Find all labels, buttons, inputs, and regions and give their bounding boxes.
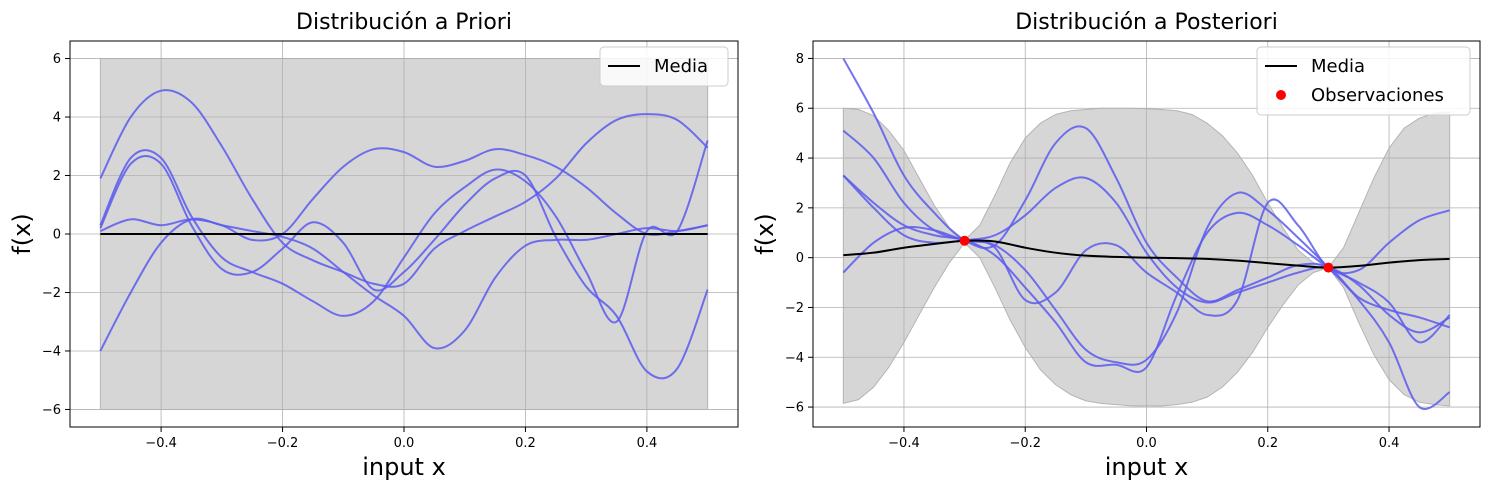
y-axis-label: f(x) <box>8 213 36 254</box>
sample-line-3 <box>99 140 709 324</box>
y-tick-label: 2 <box>796 201 804 216</box>
legend-label: Media <box>654 56 708 77</box>
y-tick-label: 0 <box>796 251 804 266</box>
x-tick-label: 0.0 <box>394 436 415 451</box>
legend: Media Observaciones <box>1256 46 1471 116</box>
sample-line-1 <box>99 89 709 288</box>
legend-box <box>599 46 729 87</box>
y-tick-label: 6 <box>796 102 804 117</box>
x-tick-label: 0.4 <box>1379 436 1400 451</box>
x-tick-label: −0.2 <box>1009 436 1041 451</box>
y-tick-label: −6 <box>42 403 61 418</box>
legend-point-swatch <box>1276 90 1286 100</box>
y-tick-label: 4 <box>796 152 804 167</box>
sample-line-5 <box>842 174 1451 373</box>
sample-line-2 <box>842 129 1450 317</box>
y-tick-label: −2 <box>42 286 61 301</box>
y-tick-label: 8 <box>796 52 804 67</box>
plot-area <box>813 41 1480 427</box>
prior-panel: −0.4 −0.2 0.0 0.2 0.4 −6 −4 −2 0 2 4 6 Distribución … <box>8 10 739 481</box>
legend-label: Media <box>1311 56 1365 77</box>
x-tick-label: 0.4 <box>637 436 658 451</box>
mean-line <box>843 239 1450 269</box>
x-tick-label: −0.4 <box>145 436 177 451</box>
y-tick-label: −6 <box>785 401 804 416</box>
y-tick-label: 0 <box>53 228 61 243</box>
legend: Media <box>599 46 729 87</box>
posterior-panel: −0.4 −0.2 0.0 0.2 0.4 −6 −4 −2 0 2 4 6 8 Distribución… <box>751 10 1481 481</box>
x-axis-label: input x <box>362 453 446 481</box>
x-tick-label: 0.2 <box>515 436 536 451</box>
y-tick-label: −2 <box>785 301 804 316</box>
x-tick-label: 0.0 <box>1136 436 1157 451</box>
y-tick-label: 4 <box>53 111 61 126</box>
chart-title: Distribución a Priori <box>296 10 512 35</box>
chart-title: Distribución a Posteriori <box>1015 10 1278 35</box>
x-tick-label: −0.4 <box>888 436 920 451</box>
y-tick-label: 2 <box>53 169 61 184</box>
x-tick-label: −0.2 <box>267 436 299 451</box>
x-axis-label: input x <box>1105 453 1189 481</box>
observation-point <box>959 235 970 246</box>
x-tick-label: 0.2 <box>1257 436 1278 451</box>
observation-point <box>1323 262 1334 273</box>
sample-line-5 <box>99 147 708 242</box>
y-tick-label: 6 <box>53 52 61 67</box>
y-tick-label: −4 <box>42 344 61 359</box>
legend-label: Observaciones <box>1311 85 1444 106</box>
plot-area <box>70 41 738 427</box>
legend-box <box>1256 46 1471 116</box>
y-tick-label: −4 <box>785 351 804 366</box>
y-axis-label: f(x) <box>751 213 779 254</box>
sample-line-4 <box>842 191 1451 410</box>
